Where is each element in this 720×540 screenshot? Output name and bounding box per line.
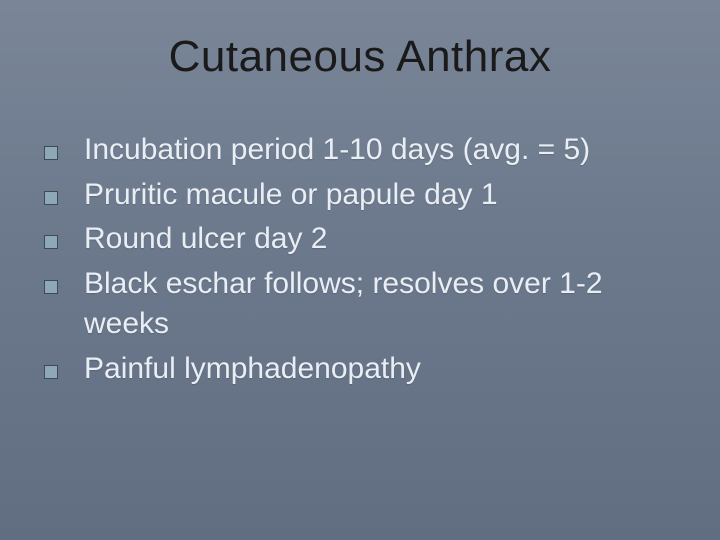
bullet-text: Black eschar follows; resolves over 1-2 … [84,264,690,345]
square-bullet-icon [44,191,58,205]
bullet-text: Pruritic macule or papule day 1 [84,175,690,216]
list-item: Pruritic macule or papule day 1 [40,175,690,216]
square-bullet-icon [44,280,58,294]
slide-content: Incubation period 1-10 days (avg. = 5) P… [40,130,690,393]
list-item: Round ulcer day 2 [40,219,690,260]
list-item: Black eschar follows; resolves over 1-2 … [40,264,690,345]
list-item: Painful lymphadenopathy [40,349,690,390]
bullet-text: Round ulcer day 2 [84,219,690,260]
square-bullet-icon [44,235,58,249]
slide: Cutaneous Anthrax Incubation period 1-10… [0,0,720,540]
slide-title: Cutaneous Anthrax [0,32,720,82]
bullet-text: Painful lymphadenopathy [84,349,690,390]
square-bullet-icon [44,146,58,160]
square-bullet-icon [44,365,58,379]
list-item: Incubation period 1-10 days (avg. = 5) [40,130,690,171]
bullet-text: Incubation period 1-10 days (avg. = 5) [84,130,690,171]
